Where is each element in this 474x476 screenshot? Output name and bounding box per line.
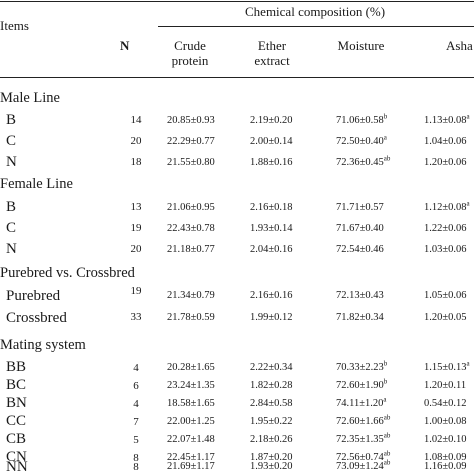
section-title-mating-system: Mating system <box>0 337 86 353</box>
moisture-header: Moisture <box>337 38 385 53</box>
section-title-purebred-vs-crossbred: Purebred vs. Crossbred <box>0 265 135 281</box>
n-header: N <box>120 38 130 53</box>
ash-header: Asha <box>446 38 473 53</box>
group-rule <box>158 26 474 27</box>
section-title-male-line: Male Line <box>0 90 60 106</box>
section-title-female-line: Female Line <box>0 176 73 192</box>
top-rule <box>0 1 474 2</box>
ether-extract-header: Ether extract <box>254 38 290 68</box>
group-header: Chemical composition (%) <box>245 4 386 19</box>
crude-protein-header: Crude protein <box>171 38 209 68</box>
items-header: Items <box>0 18 29 33</box>
header-bottom-rule <box>0 77 474 78</box>
